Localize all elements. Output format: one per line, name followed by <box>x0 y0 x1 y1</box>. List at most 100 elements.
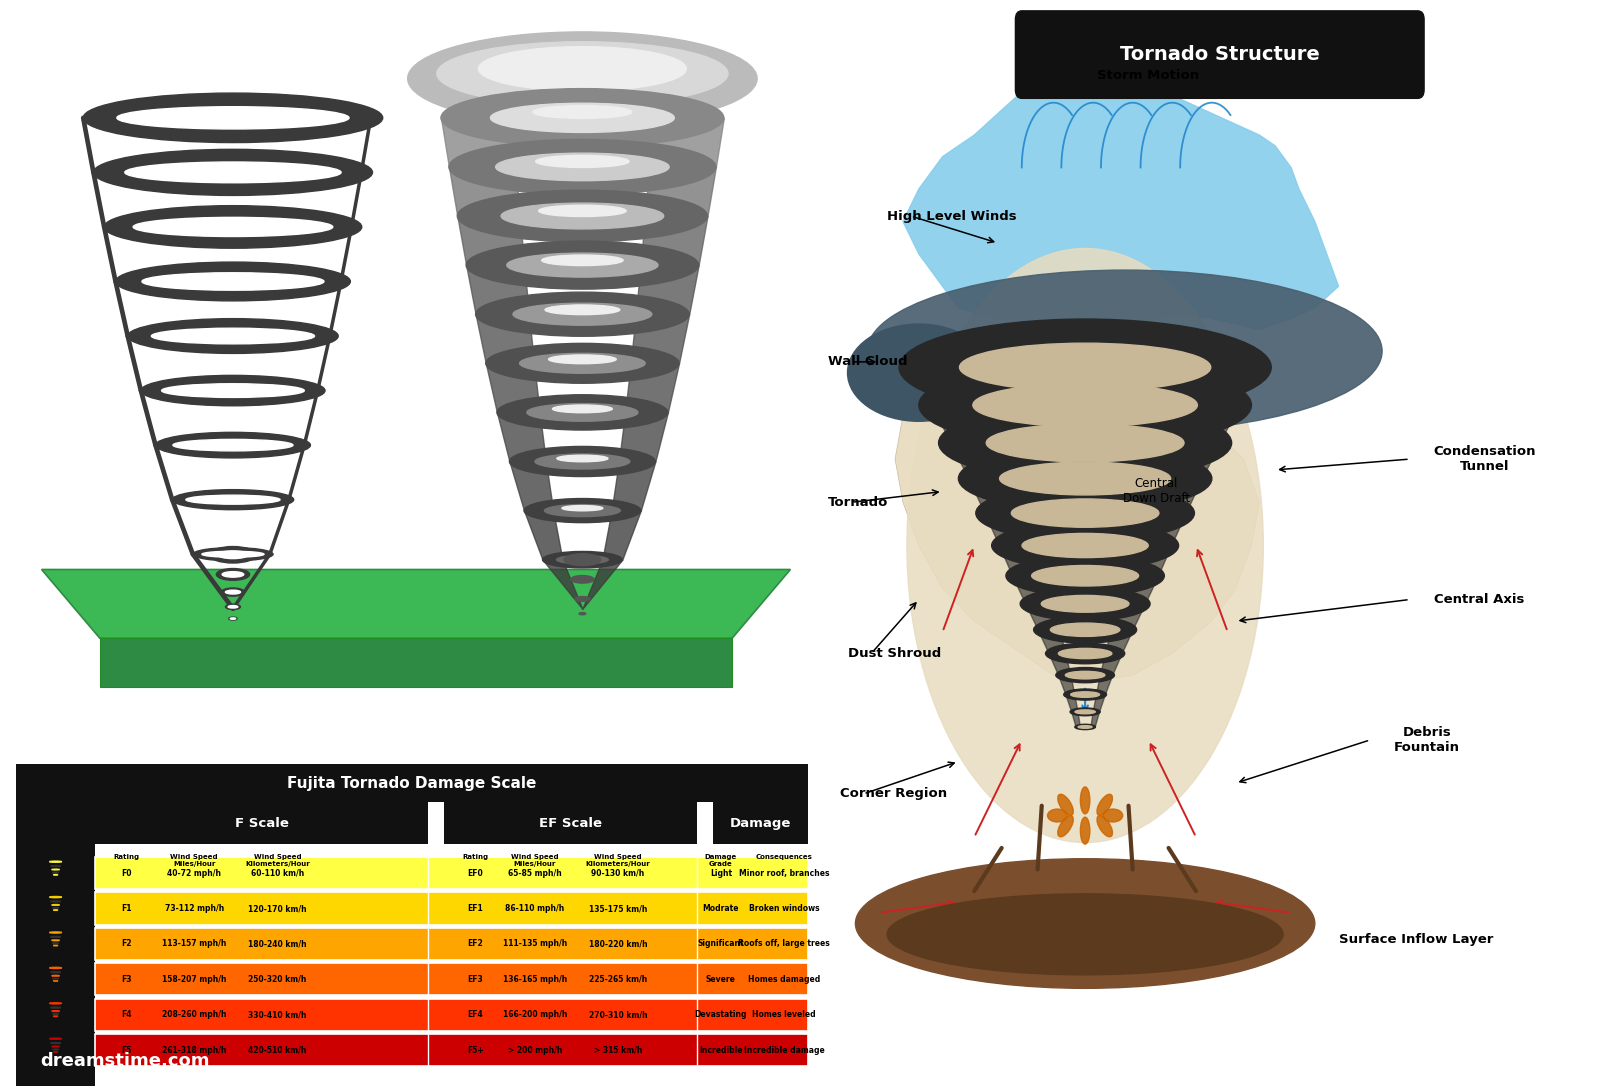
Ellipse shape <box>557 455 608 461</box>
Bar <box>714 802 808 844</box>
Text: 136-165 mph/h: 136-165 mph/h <box>502 975 566 984</box>
FancyBboxPatch shape <box>1016 11 1424 98</box>
Text: Central Axis: Central Axis <box>1434 594 1523 606</box>
Ellipse shape <box>1102 810 1123 822</box>
Bar <box>96 998 808 1031</box>
Text: Devastating: Devastating <box>694 1010 747 1019</box>
Ellipse shape <box>562 505 603 511</box>
Text: F5+: F5+ <box>467 1045 483 1055</box>
Ellipse shape <box>1098 794 1112 815</box>
Ellipse shape <box>162 384 304 397</box>
Text: 166-200 mph/h: 166-200 mph/h <box>502 1010 566 1019</box>
Ellipse shape <box>496 153 669 181</box>
Ellipse shape <box>1034 616 1136 643</box>
Ellipse shape <box>1022 533 1149 558</box>
Text: Surface Inflow Layer: Surface Inflow Layer <box>1339 933 1493 946</box>
Text: 120-170 km/h: 120-170 km/h <box>248 904 307 913</box>
Ellipse shape <box>229 606 238 608</box>
Ellipse shape <box>501 203 664 229</box>
Ellipse shape <box>230 618 235 620</box>
Ellipse shape <box>115 262 350 301</box>
Bar <box>96 927 808 960</box>
Ellipse shape <box>533 106 632 119</box>
Ellipse shape <box>918 362 1251 448</box>
Text: > 315 km/h: > 315 km/h <box>594 1045 642 1055</box>
Ellipse shape <box>520 353 645 373</box>
Bar <box>443 802 698 844</box>
Text: Fujita Tornado Damage Scale: Fujita Tornado Damage Scale <box>288 776 536 791</box>
Text: Debris
Fountain: Debris Fountain <box>1394 726 1459 754</box>
Text: Wind Speed
Kilometers/Hour: Wind Speed Kilometers/Hour <box>245 854 310 867</box>
Ellipse shape <box>104 205 362 249</box>
Ellipse shape <box>133 217 333 237</box>
Ellipse shape <box>1058 816 1074 837</box>
Ellipse shape <box>1075 724 1096 730</box>
Ellipse shape <box>534 454 630 469</box>
Ellipse shape <box>1070 692 1099 697</box>
Ellipse shape <box>216 568 250 580</box>
Text: Tornado Structure: Tornado Structure <box>1120 45 1320 64</box>
Ellipse shape <box>478 47 686 91</box>
Text: Wind Speed
Miles/Hour: Wind Speed Miles/Hour <box>170 854 218 867</box>
Text: 158-207 mph/h: 158-207 mph/h <box>162 975 227 984</box>
Ellipse shape <box>486 344 678 383</box>
Ellipse shape <box>202 551 264 558</box>
Ellipse shape <box>557 555 608 564</box>
Ellipse shape <box>565 554 600 565</box>
Ellipse shape <box>450 140 715 194</box>
Ellipse shape <box>549 355 616 363</box>
Ellipse shape <box>1066 671 1106 679</box>
Ellipse shape <box>458 190 707 242</box>
Text: Severe: Severe <box>706 975 736 984</box>
Polygon shape <box>99 638 733 687</box>
Text: Tornado: Tornado <box>827 495 888 508</box>
Text: Broken windows: Broken windows <box>749 904 819 913</box>
Text: 180-240 km/h: 180-240 km/h <box>248 939 307 948</box>
Ellipse shape <box>50 897 62 898</box>
Ellipse shape <box>142 273 323 290</box>
Ellipse shape <box>229 618 237 620</box>
Text: Corner Region: Corner Region <box>840 788 947 801</box>
Ellipse shape <box>1021 587 1150 621</box>
Ellipse shape <box>173 440 293 451</box>
Ellipse shape <box>226 604 240 610</box>
Text: Consequences: Consequences <box>755 854 813 860</box>
Text: 208-260 mph/h: 208-260 mph/h <box>162 1010 227 1019</box>
Text: ID 246730617 © Udaix4: ID 246730617 © Udaix4 <box>1390 1054 1560 1068</box>
Text: 270-310 km/h: 270-310 km/h <box>589 1010 648 1019</box>
Text: Wind Speed
Miles/Hour: Wind Speed Miles/Hour <box>510 854 558 867</box>
Text: Significant: Significant <box>698 939 744 948</box>
Ellipse shape <box>173 490 294 509</box>
Text: EF Scale: EF Scale <box>539 817 602 830</box>
Ellipse shape <box>221 588 245 596</box>
Ellipse shape <box>50 968 62 969</box>
Ellipse shape <box>992 521 1179 570</box>
Text: Rating: Rating <box>114 854 139 860</box>
Bar <box>16 764 808 802</box>
Ellipse shape <box>1011 499 1158 527</box>
Ellipse shape <box>907 249 1264 842</box>
Ellipse shape <box>507 253 658 277</box>
Text: EF2: EF2 <box>467 939 483 948</box>
Ellipse shape <box>226 590 240 594</box>
Ellipse shape <box>222 572 243 577</box>
Text: 420-510 km/h: 420-510 km/h <box>248 1045 307 1055</box>
Text: 113-157 mph/h: 113-157 mph/h <box>162 939 226 948</box>
Bar <box>96 858 808 889</box>
Ellipse shape <box>50 1003 62 1004</box>
Text: Damage: Damage <box>730 817 790 830</box>
Text: EF3: EF3 <box>467 975 483 984</box>
Ellipse shape <box>152 328 315 344</box>
Ellipse shape <box>568 556 597 560</box>
Ellipse shape <box>973 384 1197 427</box>
Ellipse shape <box>125 161 341 183</box>
Text: Modrate: Modrate <box>702 904 739 913</box>
Text: F2: F2 <box>122 939 133 948</box>
Text: Homes leveled: Homes leveled <box>752 1010 816 1019</box>
Ellipse shape <box>848 324 990 421</box>
Ellipse shape <box>1064 690 1107 700</box>
Text: 225-265 km/h: 225-265 km/h <box>589 975 646 984</box>
Text: Storm Motion: Storm Motion <box>1098 69 1200 82</box>
Ellipse shape <box>525 499 640 523</box>
Ellipse shape <box>1050 623 1120 636</box>
